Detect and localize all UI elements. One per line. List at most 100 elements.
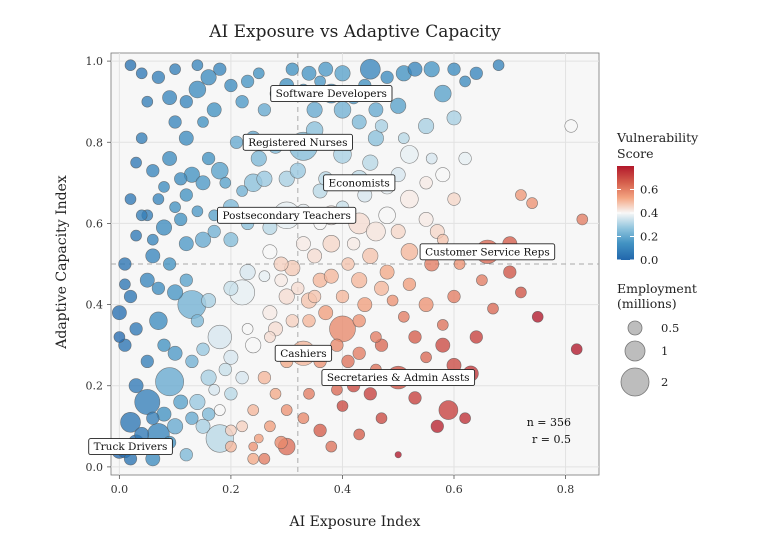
- data-point: [128, 378, 144, 394]
- data-point: [141, 95, 154, 108]
- data-point: [191, 205, 204, 218]
- data-point: [487, 302, 499, 315]
- data-point: [135, 67, 148, 80]
- data-point: [247, 452, 259, 465]
- data-point: [447, 62, 461, 76]
- data-point: [434, 84, 452, 103]
- data-point: [386, 294, 399, 307]
- data-point: [425, 152, 438, 165]
- data-point: [152, 193, 165, 205]
- y-tick-label: 1.0: [86, 55, 104, 68]
- data-point: [408, 330, 422, 344]
- x-axis-ticks: 0.0 0.2 0.4 0.6 0.8: [111, 475, 575, 496]
- data-point: [179, 448, 193, 462]
- data-point: [257, 103, 272, 117]
- data-point: [124, 59, 137, 71]
- point-label: Cashiers: [274, 344, 333, 362]
- data-point: [435, 337, 451, 353]
- data-point: [374, 280, 389, 296]
- data-point: [169, 63, 181, 75]
- data-point: [447, 192, 461, 206]
- data-point: [218, 362, 232, 377]
- data-point: [179, 95, 193, 109]
- data-point: [146, 411, 160, 425]
- data-point: [418, 118, 435, 135]
- y-tick-label: 0.6: [86, 217, 104, 230]
- data-point: [330, 338, 344, 352]
- data-point: [469, 330, 483, 344]
- data-point: [162, 151, 177, 166]
- data-point: [526, 197, 538, 209]
- data-point: [123, 289, 138, 304]
- color-bar-tick-label: 0.6: [640, 183, 658, 197]
- data-point: [158, 181, 170, 193]
- color-legend: Vulnerability Score 0.0 0.2 0.4 0.6: [616, 130, 699, 267]
- data-point: [576, 213, 589, 226]
- data-point: [407, 61, 423, 77]
- data-point: [408, 391, 422, 405]
- data-point: [235, 95, 249, 109]
- data-point: [245, 337, 262, 354]
- data-point: [178, 236, 194, 252]
- data-point: [334, 65, 351, 82]
- data-point: [390, 97, 407, 114]
- data-point: [307, 248, 322, 264]
- data-point: [273, 256, 289, 272]
- data-point: [515, 286, 527, 299]
- data-point: [188, 80, 207, 99]
- data-point: [241, 323, 254, 335]
- size-legend-circle-medium: [624, 340, 646, 362]
- data-point: [119, 278, 131, 291]
- point-label-text: Software Developers: [276, 88, 387, 100]
- data-point: [129, 322, 143, 336]
- data-point: [162, 90, 177, 105]
- point-label-box: [270, 85, 393, 103]
- point-label: Customer Service Reps: [419, 243, 556, 261]
- data-point: [185, 411, 199, 425]
- data-point: [435, 167, 451, 183]
- data-point: [235, 371, 249, 385]
- data-point: [191, 59, 204, 71]
- color-bar-tick-label: 0.0: [640, 253, 658, 267]
- point-label-text: Customer Service Reps: [425, 246, 550, 258]
- data-point: [306, 101, 323, 118]
- data-point: [262, 305, 278, 321]
- data-point: [146, 164, 160, 178]
- data-point: [139, 272, 155, 288]
- data-point: [352, 346, 366, 360]
- data-point: [400, 145, 419, 164]
- data-point: [397, 310, 410, 323]
- data-point: [351, 272, 368, 289]
- data-point: [264, 331, 276, 343]
- data-point: [156, 219, 173, 236]
- data-point: [179, 188, 193, 202]
- size-legend: Employment (millions) 0.5 1 2: [617, 281, 697, 397]
- data-point: [239, 264, 256, 281]
- data-point: [167, 345, 183, 361]
- data-point: [135, 132, 148, 144]
- point-label-text: Postsecondary Teachers: [223, 210, 351, 222]
- data-point: [503, 265, 517, 279]
- size-legend-value-1: 1: [661, 344, 668, 358]
- y-axis-ticks: 0.0 0.2 0.4 0.6 0.8 1.0: [86, 55, 111, 474]
- data-point: [145, 248, 161, 264]
- x-tick-label: 0.8: [557, 483, 575, 496]
- data-point: [458, 151, 472, 166]
- y-tick-label: 0.8: [86, 136, 104, 149]
- data-point: [262, 244, 278, 260]
- data-point: [207, 324, 232, 350]
- data-point: [362, 247, 379, 264]
- data-point: [258, 270, 271, 283]
- data-point: [264, 420, 276, 433]
- data-point: [419, 176, 433, 190]
- data-point: [214, 404, 226, 416]
- data-point: [323, 268, 339, 284]
- x-tick-label: 0.2: [222, 483, 240, 496]
- y-tick-label: 0.2: [86, 380, 104, 393]
- data-point: [341, 257, 355, 271]
- data-point: [329, 315, 356, 343]
- chart-title: AI Exposure vs Adaptive Capacity: [208, 22, 501, 42]
- point-label: Postsecondary Teachers: [217, 206, 357, 224]
- point-label-text: Registered Nurses: [248, 137, 347, 149]
